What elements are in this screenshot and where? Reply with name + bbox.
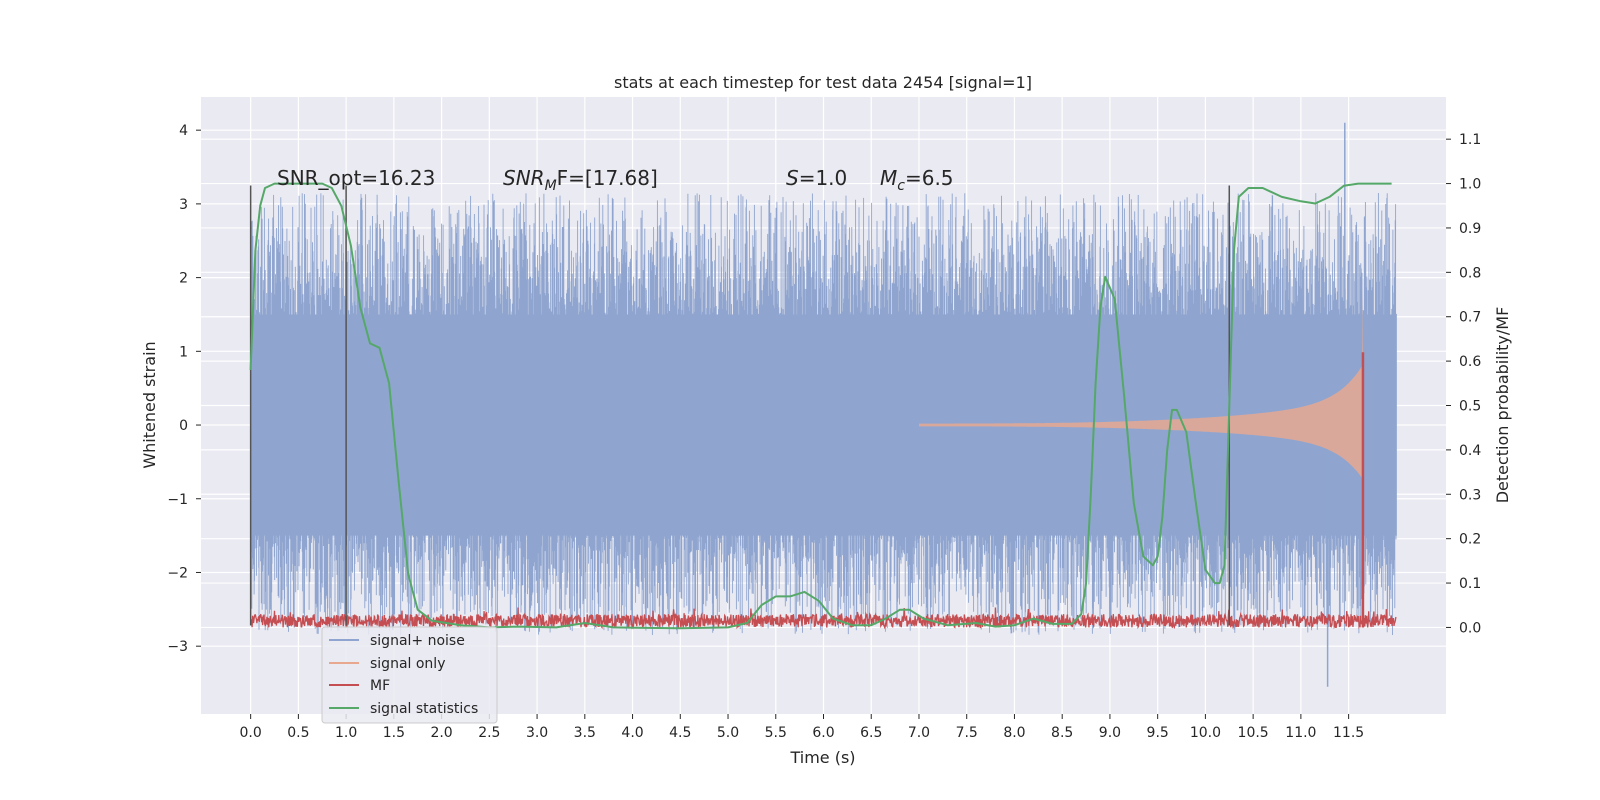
- x-tick-label: 5.5: [765, 725, 787, 741]
- series-signal-only: [919, 292, 1363, 532]
- x-tick-label: 1.0: [335, 725, 357, 741]
- annotation-s-value: =1.0: [799, 166, 848, 190]
- y-tick-label: 0: [179, 418, 188, 434]
- axis-ticks: 0.0 0.5 1.0 1.5 2.0 2.5 3.0 3.5 4.0 4.5 5.0 5.5 6.0 6…: [167, 123, 1481, 741]
- legend-label-mf: MF: [370, 678, 390, 694]
- annotation-snr-mf-main: SNR: [503, 166, 545, 190]
- x-tick-label: 0.5: [287, 725, 309, 741]
- y2-tick-label: 0.7: [1459, 310, 1481, 326]
- y2-axis-label: Detection probability/MF: [1493, 307, 1512, 504]
- annotation-s-main: S: [786, 166, 799, 190]
- y-tick-label: 1: [179, 344, 188, 360]
- x-tick-label: 7.0: [908, 725, 930, 741]
- x-tick-label: 2.5: [478, 725, 500, 741]
- chart-title: stats at each timestep for test data 245…: [614, 73, 1032, 92]
- x-tick-label: 4.0: [621, 725, 643, 741]
- signal-statistics-line: [249, 182, 1392, 630]
- x-tick-label: 7.5: [956, 725, 978, 741]
- y-tick-label: 4: [179, 123, 188, 139]
- x-tick-label: 6.0: [812, 725, 834, 741]
- annotation-mc-main: M: [880, 166, 897, 190]
- x-tick-label: 0.0: [240, 725, 262, 741]
- y2-tick-label: 1.1: [1459, 132, 1481, 148]
- x-tick-label: 9.5: [1147, 725, 1169, 741]
- annotation-mc-sub: c: [897, 178, 905, 194]
- x-tick-label: 10.0: [1190, 725, 1221, 741]
- y-tick-label: −2: [167, 565, 188, 581]
- x-tick-label: 2.0: [430, 725, 452, 741]
- series-signal-statistics: [249, 182, 1392, 630]
- x-tick-label: 6.5: [860, 725, 882, 741]
- y2-tick-label: 0.0: [1459, 620, 1481, 636]
- annotation-mc: Mc=6.5: [880, 166, 954, 194]
- x-tick-label: 9.0: [1099, 725, 1121, 741]
- x-tick-label: 3.5: [574, 725, 596, 741]
- legend-label-signal-statistics: signal statistics: [370, 701, 478, 717]
- y2-tick-label: 0.6: [1459, 354, 1481, 370]
- y2-tick-label: 0.9: [1459, 221, 1481, 237]
- y-axis-label: Whitened strain: [140, 341, 159, 468]
- x-tick-label: 8.0: [1003, 725, 1025, 741]
- legend-label-signal-noise: signal+ noise: [370, 633, 465, 649]
- annotation-snr-mf-value: F=[17.68]: [557, 166, 658, 190]
- annotation-snr-opt: SNR_opt=16.23: [277, 166, 435, 190]
- y-tick-label: 2: [179, 271, 188, 287]
- y2-tick-label: 0.4: [1459, 443, 1481, 459]
- annotation-snr-mf: SNRMF=[17.68]: [503, 166, 658, 194]
- legend-box: [321, 626, 498, 724]
- annotation-s: S=1.0: [786, 166, 847, 190]
- y-tick-label: 3: [179, 197, 188, 213]
- y2-tick-label: 1.0: [1459, 177, 1481, 193]
- x-tick-label: 5.0: [717, 725, 739, 741]
- y2-tick-label: 0.2: [1459, 532, 1481, 548]
- x-tick-label: 10.5: [1238, 725, 1269, 741]
- y2-tick-label: 0.3: [1459, 487, 1481, 503]
- annotation-snr-mf-sub: M: [545, 178, 557, 194]
- x-tick-label: 11.5: [1333, 725, 1364, 741]
- y2-tick-label: 0.8: [1459, 265, 1481, 281]
- x-tick-label: 4.5: [669, 725, 691, 741]
- y-tick-label: −1: [167, 492, 188, 508]
- x-tick-label: 3.0: [526, 725, 548, 741]
- chirp-envelope: [919, 292, 1363, 532]
- y2-tick-label: 0.5: [1459, 399, 1481, 415]
- legend-label-signal-only: signal only: [370, 656, 445, 672]
- x-tick-label: 1.5: [383, 725, 405, 741]
- y2-tick-label: 0.1: [1459, 576, 1481, 592]
- y-tick-label: −3: [167, 639, 188, 655]
- x-tick-label: 11.0: [1285, 725, 1316, 741]
- annotation-mc-value: =6.5: [905, 166, 954, 190]
- x-tick-label: 8.5: [1051, 725, 1073, 741]
- legend: signal+ noise signal only MF signal stat…: [321, 626, 498, 724]
- x-axis-label: Time (s): [789, 748, 855, 767]
